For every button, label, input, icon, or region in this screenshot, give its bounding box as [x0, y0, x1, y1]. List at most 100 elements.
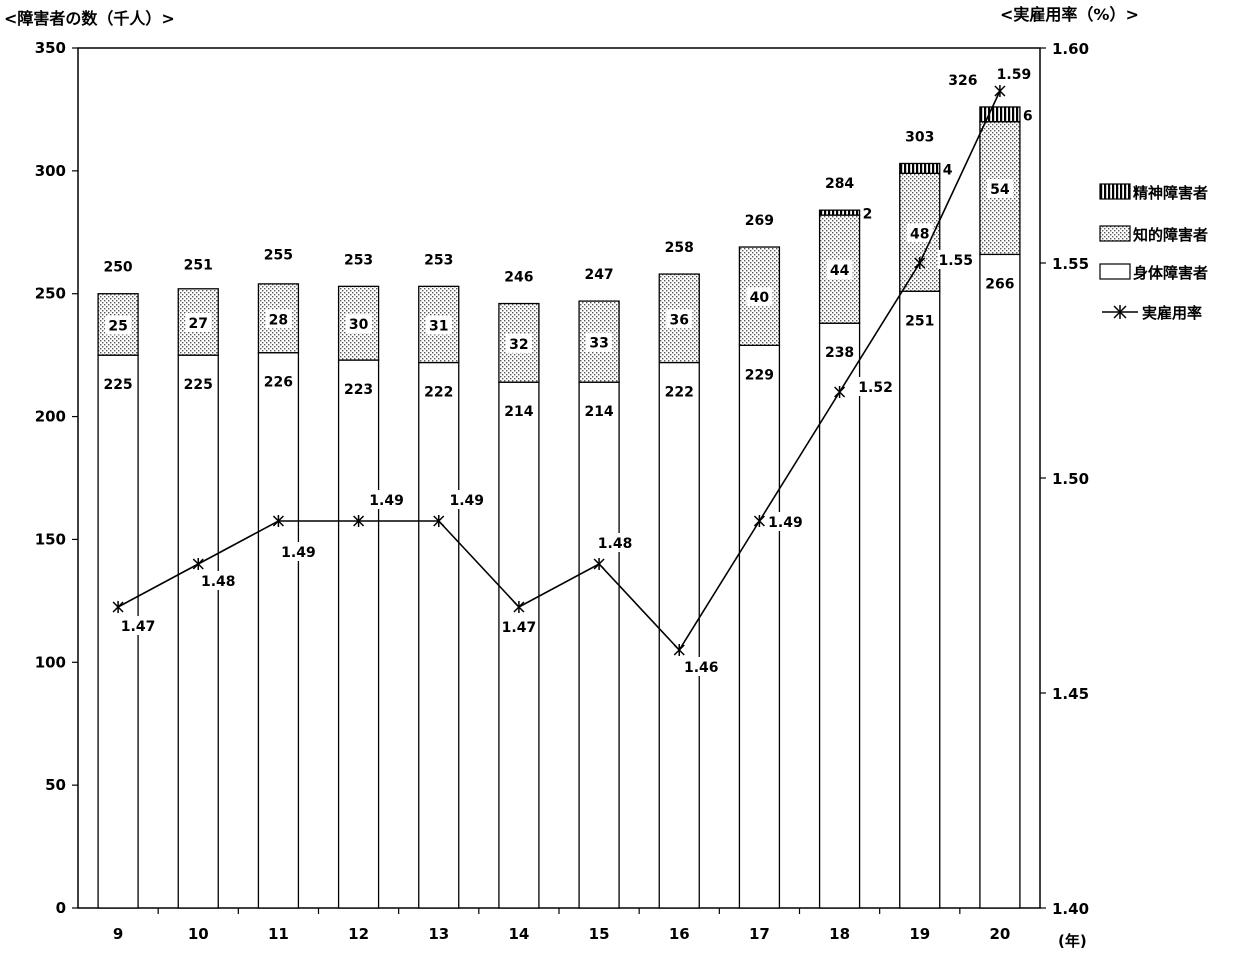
plot-area [77, 47, 1041, 909]
rate-value-label-bg [767, 512, 804, 531]
x-tick-label: 12 [348, 925, 369, 943]
bar-intellectual-value-label-bg [265, 309, 292, 329]
x-tick-label: 19 [909, 925, 930, 943]
rate-value-label-bg [448, 490, 485, 509]
y-left-tick-label: 100 [35, 653, 66, 671]
bar-physical-value-label: 225 [184, 377, 213, 393]
bar-physical-value-label-bg [501, 401, 536, 421]
rate-value-label-bg [120, 616, 157, 635]
bar-mental-value-label: 4 [943, 162, 953, 178]
rate-value-label-bg [368, 490, 405, 509]
bar-physical-value-label-bg [742, 364, 777, 384]
x-tick-label: 10 [188, 925, 209, 943]
bar-physical [177, 354, 219, 909]
rate-value-label: 1.48 [201, 574, 236, 590]
bar-intellectual-value-label-bg [586, 332, 613, 352]
bar-total-label: 258 [665, 240, 694, 256]
bar-total-label: 250 [103, 260, 132, 276]
y-left-tick-label: 150 [35, 530, 66, 548]
bar-physical [979, 253, 1021, 909]
bar-mental [899, 162, 941, 174]
legend-label-rate: 実雇用率 [1142, 304, 1202, 322]
bar-intellectual-value-label-bg [345, 314, 372, 334]
rate-marker [914, 257, 926, 269]
rate-value-label-bg [857, 377, 894, 396]
legend-swatch-intellectual [1099, 225, 1131, 242]
rate-marker [593, 558, 605, 570]
y-left-tick-label: 200 [35, 408, 66, 426]
bar-physical-value-label-bg [582, 401, 617, 421]
rate-value-label: 1.46 [684, 660, 719, 676]
bar-physical [337, 359, 380, 909]
y-left-tick-label: 250 [35, 285, 66, 303]
rate-value-label-bg [683, 657, 720, 676]
bar-intellectual-value-label-bg [906, 223, 933, 243]
bar-physical-value-label: 223 [344, 382, 373, 398]
left-axis-title: <障害者の数（千人）> [4, 9, 175, 28]
bar-total-label: 246 [504, 270, 533, 286]
bar-intellectual-value-label-bg [666, 309, 693, 329]
bar-total-label: 326 [948, 73, 977, 89]
x-tick-label: 20 [989, 925, 1010, 943]
x-tick-label: 14 [508, 925, 529, 943]
legend-label-physical: 身体障害者 [1133, 264, 1208, 282]
bar-physical [738, 344, 781, 909]
bar-physical-value-label: 266 [985, 276, 1014, 292]
rate-marker [753, 515, 765, 527]
rate-value-label-bg [597, 533, 634, 552]
x-tick-label: 15 [589, 925, 610, 943]
bar-physical-value-label: 229 [745, 367, 774, 383]
bar-physical [257, 352, 300, 909]
legend-swatch-mental [1099, 183, 1131, 200]
right-axis-title: <実雇用率（%）> [1000, 5, 1139, 24]
x-tick-label: 13 [428, 925, 449, 943]
bar-physical [418, 361, 460, 909]
bar-physical-value-label-bg [261, 371, 296, 391]
bar-intellectual-value-label-bg [826, 260, 853, 280]
y-right-tick-label: 1.40 [1052, 900, 1089, 918]
rate-marker [673, 644, 685, 656]
rate-line [117, 90, 1001, 652]
x-tick-label: 18 [829, 925, 850, 943]
bar-intellectual-value-label-bg [425, 315, 452, 335]
bar-physical-value-label: 226 [264, 375, 293, 391]
bar-physical-value-label: 222 [665, 385, 694, 401]
y-right-tick-label: 1.55 [1052, 255, 1089, 273]
y-left-tick-label: 300 [35, 162, 66, 180]
rate-value-label: 1.55 [938, 253, 973, 269]
bar-physical [818, 322, 861, 909]
rate-marker [994, 85, 1006, 97]
bar-physical-value-label-bg [902, 310, 937, 330]
bar-intellectual-value-label-bg [746, 287, 773, 307]
bar-physical-value-label-bg [982, 273, 1017, 293]
bar-physical-value-label-bg [101, 374, 136, 394]
bar-physical-value-label-bg [341, 379, 376, 399]
x-tick-label: 16 [669, 925, 690, 943]
bar-physical-value-label-bg [181, 374, 216, 394]
bar-total-label: 255 [264, 247, 293, 263]
bar-physical-value-label: 214 [584, 404, 613, 420]
legend-marker-rate [1113, 305, 1127, 319]
bar-intellectual-value-label-bg [505, 333, 532, 353]
bar-total-label: 247 [584, 267, 613, 283]
x-tick-label: 11 [268, 925, 289, 943]
bar-physical [578, 381, 620, 909]
legend-label-mental: 精神障害者 [1133, 184, 1208, 202]
bar-intellectual-value-label: 54 [990, 182, 1010, 198]
rate-value-label: 1.49 [768, 515, 803, 531]
bar-intellectual-value-label: 44 [830, 263, 850, 279]
rate-value-label-bg [937, 250, 974, 269]
bar-physical [498, 381, 540, 909]
bar-intellectual-value-label-bg [986, 179, 1013, 199]
bar-intellectual-value-label: 36 [670, 312, 689, 328]
rate-marker [433, 515, 445, 527]
x-tick-label: 9 [113, 925, 123, 943]
bar-intellectual-value-label: 33 [589, 336, 608, 352]
x-tick-label: 17 [749, 925, 770, 943]
bar-physical-value-label: 225 [103, 377, 132, 393]
bar-mental-value-label: 6 [1023, 108, 1033, 124]
rate-value-label: 1.47 [502, 620, 537, 636]
legend-label-intellectual: 知的障害者 [1133, 226, 1208, 244]
bar-total-label: 303 [905, 129, 934, 145]
